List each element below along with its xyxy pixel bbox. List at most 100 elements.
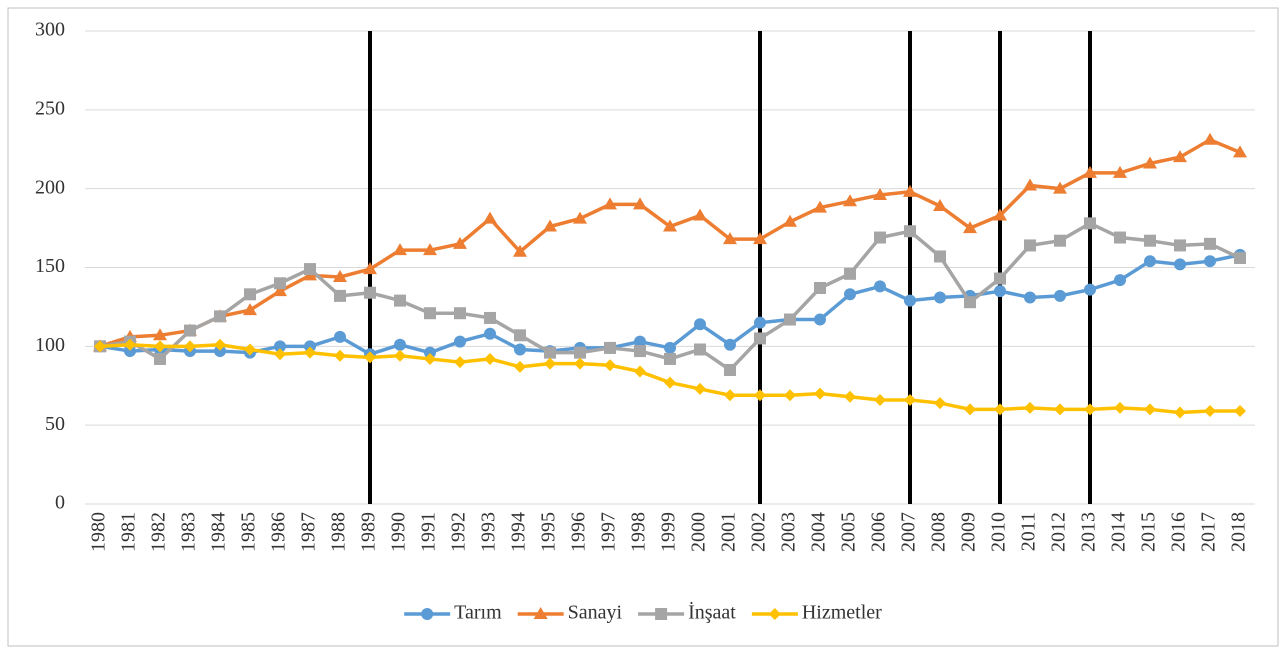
x-tick-label: 1995 (538, 512, 560, 552)
marker (814, 387, 826, 400)
marker (754, 389, 766, 402)
x-tick-label: 2018 (1228, 512, 1250, 552)
marker (994, 285, 1006, 298)
marker (1174, 239, 1186, 252)
marker (574, 357, 586, 370)
marker (394, 338, 406, 351)
marker (1083, 165, 1097, 178)
marker (873, 187, 887, 200)
marker (514, 360, 526, 373)
marker (934, 250, 946, 263)
marker (604, 359, 616, 372)
x-tick-label: 2016 (1168, 512, 1190, 552)
marker (514, 329, 526, 342)
marker (513, 244, 527, 257)
marker (154, 352, 166, 365)
marker (154, 340, 166, 353)
marker (1024, 239, 1036, 252)
marker (1053, 181, 1067, 194)
marker (874, 280, 886, 293)
x-tick-label: 2006 (868, 512, 890, 552)
legend-label: Hizmetler (802, 602, 882, 624)
marker (993, 208, 1007, 221)
marker (814, 313, 826, 326)
marker (633, 197, 647, 210)
marker (334, 330, 346, 343)
marker (364, 286, 376, 299)
marker (784, 389, 796, 402)
x-tick-label: 1990 (388, 512, 410, 552)
marker (1114, 401, 1126, 414)
x-tick-label: 2013 (1078, 512, 1100, 552)
marker (604, 341, 616, 354)
marker (453, 236, 467, 249)
x-tick-label: 2010 (988, 512, 1010, 552)
marker (1054, 403, 1066, 416)
marker (963, 221, 977, 234)
marker (214, 310, 226, 323)
marker (574, 346, 586, 359)
marker (655, 608, 668, 620)
x-tick-label: 2004 (808, 512, 830, 552)
marker (1143, 156, 1157, 169)
marker (424, 307, 436, 320)
marker (723, 232, 737, 245)
x-tick-label: 1996 (568, 512, 590, 552)
x-tick-label: 2017 (1198, 512, 1220, 552)
x-tick-label: 1998 (628, 512, 650, 552)
x-tick-label: 2009 (958, 512, 980, 552)
marker (844, 288, 856, 301)
marker (664, 376, 676, 389)
marker (664, 352, 676, 365)
marker (94, 340, 106, 353)
marker (424, 352, 436, 365)
marker (1054, 289, 1066, 302)
marker (184, 340, 196, 353)
marker (514, 343, 526, 356)
marker (724, 363, 736, 376)
marker (423, 243, 437, 256)
marker (483, 211, 497, 224)
marker (1024, 401, 1036, 414)
x-tick-label: 2002 (748, 512, 770, 552)
marker (754, 316, 766, 329)
marker (964, 296, 976, 309)
marker (1234, 252, 1246, 265)
marker (454, 335, 466, 348)
marker (334, 349, 346, 362)
marker (634, 345, 646, 358)
marker (814, 281, 826, 294)
marker (214, 338, 226, 351)
marker (1084, 217, 1096, 230)
marker (533, 607, 548, 619)
x-tick-label: 2001 (718, 512, 740, 552)
marker (1054, 234, 1066, 247)
marker (124, 338, 136, 351)
x-tick-label: 1986 (268, 512, 290, 552)
y-tick-label: 250 (35, 97, 65, 119)
y-tick-label: 200 (35, 176, 65, 198)
x-tick-label: 2003 (778, 512, 800, 552)
marker (934, 291, 946, 304)
legend: Tarım Sanayi İnşaat Hizmetler (404, 601, 882, 624)
marker (244, 343, 256, 356)
marker (724, 389, 736, 402)
marker (1173, 150, 1187, 163)
legend-label: Sanayi (568, 602, 623, 624)
marker (603, 197, 617, 210)
marker (844, 390, 856, 403)
marker (768, 608, 781, 620)
marker (1204, 237, 1216, 250)
x-tick-label: 1992 (448, 512, 470, 552)
marker (1023, 178, 1037, 191)
marker (243, 303, 257, 316)
x-tick-label: 2007 (898, 512, 920, 552)
x-tick-label: 1994 (508, 512, 530, 552)
x-tick-label: 1991 (418, 512, 440, 552)
marker (124, 345, 136, 358)
marker (1204, 404, 1216, 417)
marker (843, 194, 857, 207)
marker (1114, 231, 1126, 244)
marker (274, 340, 286, 353)
